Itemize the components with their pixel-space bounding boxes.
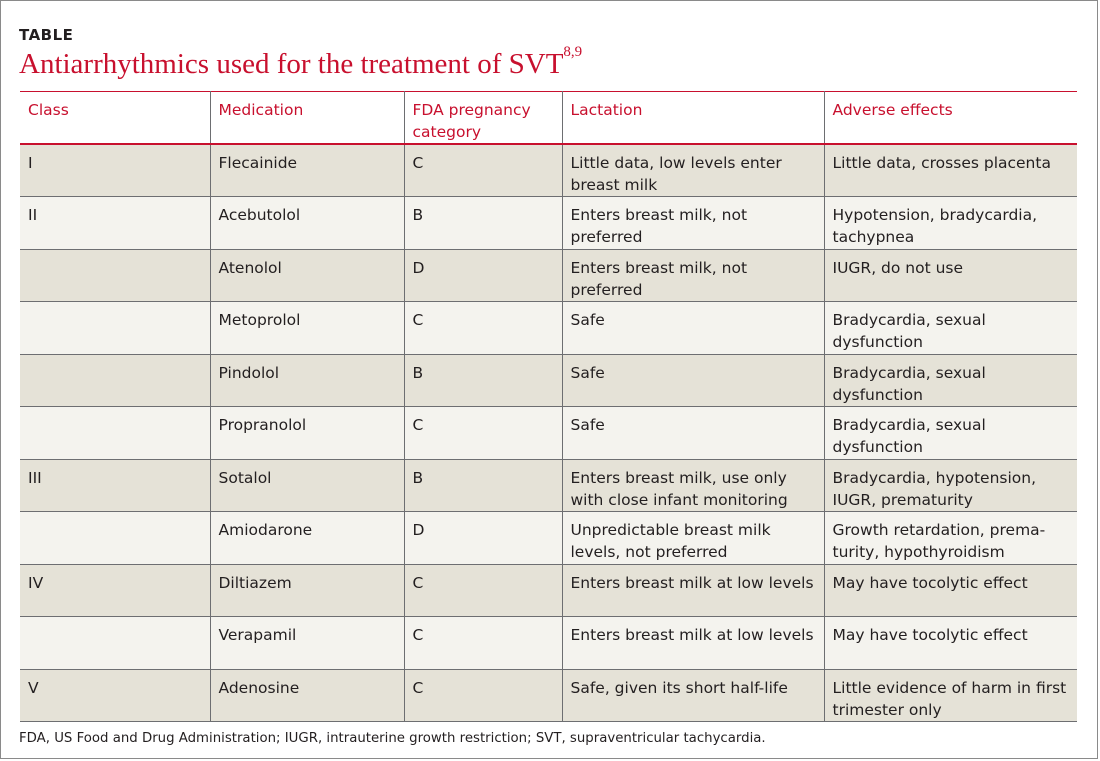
cell-class [20, 616, 210, 669]
table-row: V Adenosine C Safe, given its short half… [20, 668, 1077, 722]
cell-adverse-effects: Bradycardia, sexual dysfunction [823, 406, 1077, 459]
cell-class [20, 511, 210, 564]
header-adverse-effects: Adverse effects [823, 91, 1077, 144]
table-row: III Sotalol B Enters breast milk, use on… [20, 458, 1077, 512]
table-title: Antiarrhythmics used for the treatment o… [19, 44, 582, 81]
table-row: Verapamil C Enters breast milk at low le… [20, 616, 1077, 669]
cell-medication: Acebutolol [209, 196, 404, 249]
cell-class: I [20, 143, 210, 197]
cell-lactation: Enters breast milk at low levels [561, 563, 824, 617]
table-row: Amiodarone D Unpredictable breast milk l… [20, 511, 1077, 564]
cell-fda-category: C [403, 563, 562, 617]
cell-medication: Adenosine [209, 668, 404, 722]
cell-fda-category: B [403, 353, 562, 407]
antiarrhythmics-table: Class Medication FDA pregnancy category … [20, 91, 1077, 722]
cell-adverse-effects: Little data, crosses placenta [823, 143, 1077, 197]
cell-adverse-effects: Hypotension, bradycardia, tachypnea [823, 196, 1077, 249]
cell-class: III [20, 458, 210, 512]
cell-adverse-effects: Growth retardation, prema-turity, hypoth… [823, 511, 1077, 564]
table-title-text: Antiarrhythmics used for the treatment o… [19, 48, 564, 80]
cell-fda-category: C [403, 668, 562, 722]
cell-medication: Metoprolol [209, 301, 404, 354]
cell-class [20, 248, 210, 302]
cell-medication: Flecainide [209, 143, 404, 197]
cell-class [20, 353, 210, 407]
cell-fda-category: B [403, 458, 562, 512]
cell-lactation: Safe [561, 353, 824, 407]
table-row: Metoprolol C Safe Bradycardia, sexual dy… [20, 301, 1077, 354]
cell-lactation: Unpredictable breast milk levels, not pr… [561, 511, 824, 564]
table-row: I Flecainide C Little data, low levels e… [20, 143, 1077, 197]
table-row: II Acebutolol B Enters breast milk, not … [20, 196, 1077, 249]
cell-class [20, 406, 210, 459]
header-row: Class Medication FDA pregnancy category … [20, 91, 1077, 144]
cell-lactation: Safe, given its short half-life [561, 668, 824, 722]
cell-adverse-effects: Bradycardia, sexual dysfunction [823, 301, 1077, 354]
cell-class: II [20, 196, 210, 249]
cell-medication: Sotalol [209, 458, 404, 512]
cell-lactation: Safe [561, 301, 824, 354]
header-medication: Medication [209, 91, 404, 144]
table-row: Propranolol C Safe Bradycardia, sexual d… [20, 406, 1077, 459]
cell-lactation: Enters breast milk, not preferred [561, 196, 824, 249]
cell-medication: Diltiazem [209, 563, 404, 617]
cell-adverse-effects: Bradycardia, hypotension, IUGR, prematur… [823, 458, 1077, 512]
cell-fda-category: C [403, 143, 562, 197]
cell-class [20, 301, 210, 354]
cell-class: IV [20, 563, 210, 617]
header-lactation: Lactation [561, 91, 824, 144]
cell-adverse-effects: Little evidence of harm in first trimest… [823, 668, 1077, 722]
table-row: Atenolol D Enters breast milk, not prefe… [20, 248, 1077, 302]
title-references: 8,9 [563, 44, 583, 60]
cell-adverse-effects: May have tocolytic effect [823, 616, 1077, 669]
cell-class: V [20, 668, 210, 722]
header-fda-category: FDA pregnancy category [403, 91, 562, 144]
cell-fda-category: C [403, 616, 562, 669]
cell-medication: Atenolol [209, 248, 404, 302]
cell-medication: Amiodarone [209, 511, 404, 564]
cell-fda-category: C [403, 406, 562, 459]
cell-adverse-effects: IUGR, do not use [823, 248, 1077, 302]
cell-fda-category: D [403, 248, 562, 302]
cell-adverse-effects: Bradycardia, sexual dysfunction [823, 353, 1077, 407]
cell-lactation: Little data, low levels enter breast mil… [561, 143, 824, 197]
cell-lactation: Enters breast milk at low levels [561, 616, 824, 669]
cell-fda-category: C [403, 301, 562, 354]
table-row: Pindolol B Safe Bradycardia, sexual dysf… [20, 353, 1077, 407]
cell-lactation: Enters breast milk, use only with close … [561, 458, 824, 512]
cell-lactation: Safe [561, 406, 824, 459]
cell-fda-category: B [403, 196, 562, 249]
header-class: Class [28, 101, 69, 119]
table-row: IV Diltiazem C Enters breast milk at low… [20, 563, 1077, 617]
cell-medication: Propranolol [209, 406, 404, 459]
cell-medication: Verapamil [209, 616, 404, 669]
cell-lactation: Enters breast milk, not preferred [561, 248, 824, 302]
cell-adverse-effects: May have tocolytic effect [823, 563, 1077, 617]
table-footnote: FDA, US Food and Drug Administration; IU… [19, 731, 766, 746]
table-label: TABLE [19, 26, 74, 44]
cell-fda-category: D [403, 511, 562, 564]
cell-medication: Pindolol [209, 353, 404, 407]
